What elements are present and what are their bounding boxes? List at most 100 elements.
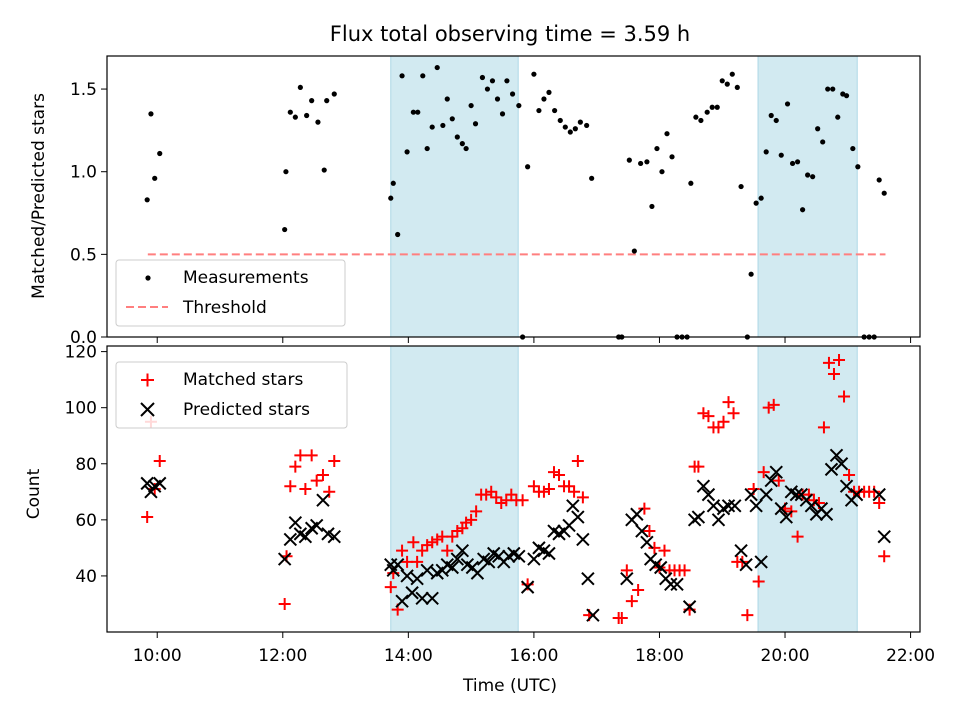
- top-y-axis-label: Matched/Predicted stars: [29, 93, 49, 299]
- predicted-star-point: [277, 552, 292, 566]
- measurement-point: [810, 174, 816, 180]
- matched-star-point: [762, 401, 775, 414]
- predicted-star-point: [664, 577, 678, 592]
- top-panel: 0.0 0.5 1.0 1.5 Matched/Predicted stars Mea…: [29, 55, 921, 348]
- bottom-legend-box: [115, 361, 348, 429]
- predicted-star-point: [542, 546, 556, 561]
- matched-star-point: [310, 474, 323, 487]
- matched-star-point: [495, 497, 508, 510]
- matched-star-point: [571, 454, 584, 467]
- measurement-point: [830, 86, 836, 92]
- predicted-star-point: [654, 560, 668, 575]
- measurement-point: [669, 154, 675, 160]
- measurement-point: [729, 71, 735, 77]
- bottom-y-axis-label: Count: [24, 468, 44, 519]
- predicted-star-point: [872, 487, 886, 502]
- measurement-point: [589, 175, 595, 181]
- measurements-legend-marker: [145, 275, 151, 281]
- measurement-point: [434, 64, 440, 71]
- measurement-point: [577, 119, 583, 125]
- measurement-point: [499, 111, 506, 117]
- measurement-point: [738, 183, 744, 190]
- y-tick-label: 100: [65, 399, 97, 419]
- x-tick-label: 22:00: [886, 646, 935, 666]
- measurement-point: [472, 121, 479, 127]
- measurement-point: [399, 73, 405, 79]
- y-tick-label: 60: [75, 511, 97, 531]
- measurement-point: [734, 84, 740, 91]
- matched-star-point: [436, 530, 449, 543]
- predicted-star-point: [400, 569, 414, 583]
- top-legend: Measurements Threshold: [115, 259, 346, 327]
- predicted-star-point: [764, 473, 778, 488]
- predicted-star-point: [420, 563, 434, 578]
- x-axis-label: Time (UTC): [462, 676, 557, 696]
- matched-star-point: [407, 536, 420, 549]
- predicted-star-point: [470, 566, 485, 580]
- matched-star-point: [485, 485, 498, 498]
- matched-star-point: [542, 483, 555, 495]
- predicted-star-point: [711, 513, 726, 527]
- predicted-star-point: [691, 510, 706, 524]
- predicted-star-point: [706, 499, 721, 513]
- measurement-point: [292, 114, 298, 120]
- predicted-star-point: [739, 557, 753, 572]
- matched-star-point: [299, 483, 312, 495]
- x-tick-label: 20:00: [761, 646, 810, 666]
- matched-star-point: [537, 485, 550, 498]
- measurement-point: [410, 109, 416, 115]
- measurement-point: [805, 172, 811, 178]
- x-tick-label: 18:00: [635, 646, 684, 666]
- matched-star-point: [323, 485, 336, 498]
- matched-star-point: [411, 555, 424, 568]
- matched-star-point: [480, 488, 493, 501]
- x-tick-label: 14:00: [384, 646, 433, 666]
- matched-star-point: [516, 494, 529, 507]
- matched-star-point: [568, 485, 581, 498]
- measurement-point: [704, 109, 710, 115]
- matched-star-point: [678, 564, 691, 577]
- matched-star-point: [576, 491, 589, 504]
- measurement-point: [835, 114, 841, 120]
- matched-star-point: [702, 410, 715, 423]
- matched-star-point: [615, 611, 628, 624]
- matched-star-point: [727, 407, 740, 420]
- measurement-point: [855, 164, 861, 170]
- matched-star-point: [873, 497, 886, 510]
- measurement-point: [157, 150, 163, 157]
- matched-star-point: [712, 421, 725, 434]
- matched-stars-legend-label: Matched stars: [183, 370, 303, 390]
- matched-star-point: [692, 460, 705, 473]
- predicted-star-point: [581, 572, 595, 586]
- y-tick-label: 80: [75, 455, 97, 475]
- matched-star-point: [500, 494, 513, 507]
- measurement-point: [304, 112, 310, 119]
- predicted-star-point: [283, 532, 298, 547]
- x-tick-label: 16:00: [509, 646, 558, 666]
- predicted-star-point: [576, 532, 590, 547]
- matched-star-point: [620, 564, 633, 577]
- measurement-point: [395, 231, 401, 238]
- measurement-point: [748, 271, 754, 277]
- measurement-point: [324, 98, 330, 104]
- predicted-star-point: [774, 501, 788, 516]
- matched-star-point: [316, 468, 329, 481]
- predicted-star-point: [670, 577, 684, 592]
- measurement-point: [778, 152, 784, 158]
- predicted-star-point: [410, 572, 424, 586]
- matched-star-point: [648, 541, 661, 554]
- top-legend-box: [115, 259, 346, 327]
- matched-star-point: [827, 368, 840, 381]
- matched-star-point: [431, 533, 444, 546]
- predicted-star-point: [527, 552, 541, 566]
- matched-star-point: [141, 511, 154, 524]
- matched-star-point: [446, 530, 459, 543]
- measurement-point: [504, 78, 510, 84]
- measurement-point: [789, 160, 796, 167]
- matched-star-point: [284, 480, 297, 493]
- measurement-point: [881, 190, 887, 196]
- matched-star-point: [563, 480, 576, 493]
- measurement-point: [567, 129, 573, 135]
- predicted-star-point: [571, 510, 585, 524]
